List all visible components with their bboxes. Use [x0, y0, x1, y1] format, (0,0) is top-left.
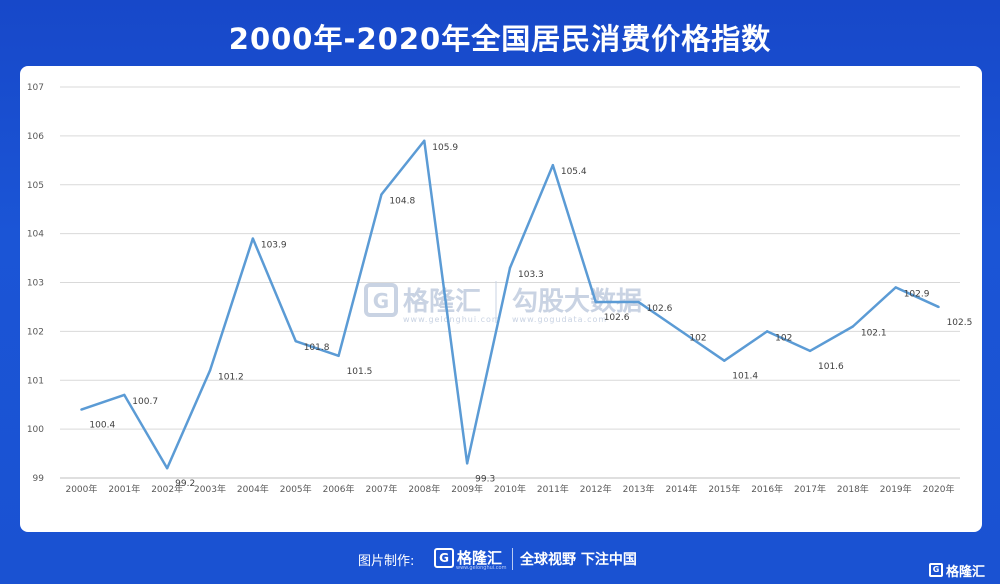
data-point [165, 467, 169, 470]
data-point [123, 393, 126, 397]
axes: 99 100 101 102 103 104 105 106 107 2000年 2001年 2002… [27, 83, 955, 495]
data-point [723, 359, 726, 362]
corner-logo-icon: G [929, 563, 943, 577]
footer-slogan: 全球视野 下注中国 [520, 552, 637, 568]
footer: 图片制作: G 格隆汇 www.gelonghui.com 全球视野 下注中国 [0, 540, 1000, 580]
data-point [808, 349, 812, 353]
page-title: 2000年-2020年全国居民消费价格指数 [228, 22, 772, 56]
cpi-line-chart: G 格隆汇 www.gelonghui.com 勾股大数据 www.goguda… [27, 83, 973, 495]
x-tick-label: 2011年 [537, 483, 569, 495]
y-tick-label: 105 [27, 181, 44, 191]
data-point [594, 300, 597, 304]
data-label: 102.6 [647, 304, 673, 314]
data-point [208, 369, 212, 372]
data-point [637, 300, 640, 304]
gelonghui-logo-icon: G [434, 548, 454, 568]
x-tick-label: 2020年 [923, 483, 955, 495]
watermark-data-url: www.gogudata.com [512, 315, 607, 324]
series-layer [80, 139, 940, 470]
x-tick-label: 2007年 [365, 483, 397, 495]
x-tick-label: 2001年 [108, 483, 140, 495]
watermark-brand: 格隆汇 [403, 286, 481, 317]
data-point [423, 139, 426, 142]
data-label: 100.4 [89, 421, 115, 431]
series-line [81, 139, 940, 470]
x-tick-label: 2006年 [323, 483, 355, 495]
footer-credit: 图片制作: [358, 554, 415, 569]
x-tick-label: 2002年 [151, 483, 183, 495]
data-label: 102 [689, 333, 706, 343]
x-tick-label: 2015年 [708, 483, 740, 495]
data-label: 103.3 [518, 270, 544, 280]
data-label: 100.7 [132, 397, 158, 407]
data-label: 99.2 [175, 479, 195, 489]
y-tick-label: 106 [27, 132, 44, 142]
x-tick-label: 2000年 [65, 483, 97, 495]
data-label: 101.5 [347, 367, 373, 377]
x-tick-label: 2017年 [794, 483, 826, 495]
watermark-brand-sub: www.gelonghui.com [403, 315, 501, 324]
y-tick-label: 99 [33, 474, 45, 484]
x-tick-label: 2005年 [280, 483, 312, 495]
grid-lines [60, 86, 960, 479]
data-point [894, 286, 897, 289]
data-label: 102 [775, 333, 792, 343]
data-point [337, 354, 340, 358]
chart-panel: G 格隆汇 www.gelonghui.com 勾股大数据 www.goguda… [20, 66, 982, 532]
footer-divider [512, 548, 513, 570]
data-label: 104.8 [389, 197, 415, 207]
data-label: 105.9 [432, 143, 458, 153]
watermark-gelonghui-logo-icon: G [364, 283, 398, 317]
y-tick-label: 103 [27, 279, 44, 289]
y-tick-label: 104 [27, 230, 44, 240]
x-tick-label: 2003年 [194, 483, 226, 495]
x-tick-label: 2009年 [451, 483, 483, 495]
data-point [80, 408, 83, 411]
data-label: 101.4 [732, 372, 758, 382]
x-tick-label: 2004年 [237, 483, 269, 495]
data-labels: 100.4 100.7 99.2 101.2 103.9 101.8 101.5 104.8 1… [89, 143, 972, 489]
y-tick-label: 100 [27, 425, 44, 435]
data-label: 102.9 [904, 289, 930, 299]
data-point [851, 325, 855, 328]
y-tick-label: 101 [27, 376, 44, 386]
data-label: 102.6 [604, 313, 630, 323]
data-point [251, 237, 255, 240]
data-label: 102.5 [947, 318, 973, 328]
y-tick-label: 102 [27, 327, 44, 337]
watermark: G 格隆汇 www.gelonghui.com 勾股大数据 www.goguda… [364, 281, 642, 324]
y-tick-label: 107 [27, 83, 44, 93]
data-label: 101.8 [304, 343, 330, 353]
footer-brand: 格隆汇 [457, 549, 503, 567]
data-label: 103.9 [261, 241, 287, 251]
corner-brand: 格隆汇 [946, 565, 986, 580]
x-tick-label: 2019年 [880, 483, 912, 495]
x-tick-label: 2013年 [623, 483, 655, 495]
x-tick-label: 2016年 [751, 483, 783, 495]
data-label: 101.2 [218, 372, 244, 382]
data-point [465, 462, 469, 465]
data-point [765, 330, 769, 333]
data-point [294, 339, 297, 343]
x-tick-label: 2010年 [494, 483, 526, 495]
data-point [508, 266, 512, 270]
x-tick-label: 2014年 [665, 483, 697, 495]
data-point [551, 164, 555, 167]
x-tick-label: 2018年 [837, 483, 869, 495]
data-point [680, 330, 683, 333]
footer-brand-sub: www.gelonghui.com [456, 565, 507, 571]
data-point [380, 193, 383, 196]
data-label: 105.4 [561, 167, 587, 177]
data-label: 102.1 [861, 328, 887, 338]
x-tick-label: 2012年 [580, 483, 612, 495]
data-label: 99.3 [475, 474, 495, 484]
data-point [937, 305, 940, 309]
svg-text:G: G [373, 289, 389, 313]
x-tick-label: 2008年 [408, 483, 440, 495]
data-label: 101.6 [818, 362, 844, 372]
